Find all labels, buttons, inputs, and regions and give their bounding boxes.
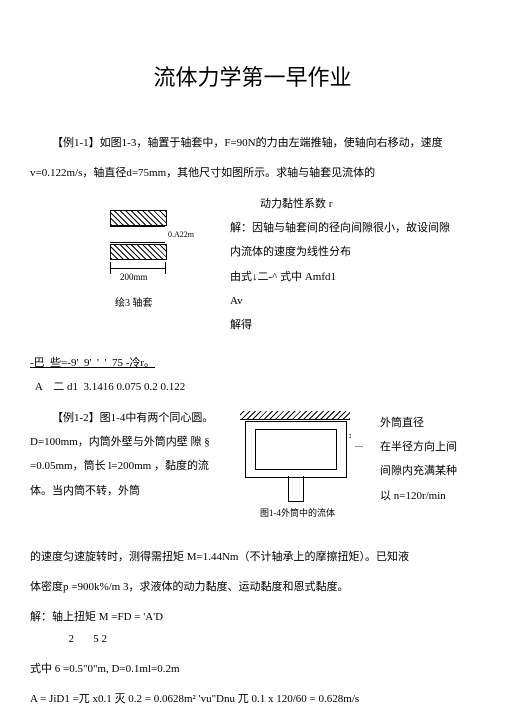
figure-block-1: 0.A22m 200mm 绘3 轴套 动力黏性系数 r 解：因轴与轴套间的径向间… bbox=[30, 192, 475, 352]
text-line: 体。当内筒不转，外筒 bbox=[30, 479, 230, 503]
text-line: 【例1-2】图1-4中有两个同心圆。 bbox=[30, 406, 230, 430]
dimension-label: 200mm bbox=[120, 272, 148, 282]
figure-caption: 图1-4外筒中的流体 bbox=[260, 506, 335, 519]
text-line: 内流体的速度为线性分布 bbox=[230, 240, 475, 264]
dimension-label: 0.A22m bbox=[168, 230, 194, 239]
text-line: 由式↓二-^ 式中 Amfd1 bbox=[230, 265, 475, 289]
formula-line: 2 5 2 bbox=[30, 628, 475, 650]
figure-1-3: 0.A22m 200mm 绘3 轴套 bbox=[90, 202, 220, 322]
formula-line: A = JiD1 =兀 x0.1 灭 0.2 = 0.0628m² 'vu"Dn… bbox=[30, 688, 475, 710]
figure-block-2: 【例1-2】图1-4中有两个同心圆。 D=100mm，内筒外壁与外筒内壁 隙 §… bbox=[30, 406, 475, 546]
text-line: 以 n=120r/min bbox=[380, 484, 475, 508]
paragraph: v=0.122m/s，轴直径d=75mm，其他尺寸如图所示。求轴与轴套见流体的 bbox=[30, 162, 475, 184]
text-line: 外筒直径 bbox=[380, 411, 475, 435]
formula-line: -巴_些=-9' 9' ' ' 75 -冷r。 bbox=[30, 352, 475, 374]
text-line: 动力黏性系数 r bbox=[230, 192, 475, 216]
text-line: Av bbox=[230, 289, 475, 313]
formula-line: A 二 d1 3.1416 0.075 0.2 0.122 bbox=[30, 376, 475, 398]
paragraph: 体密度p =900k%/m 3，求液体的动力黏度、运动黏度和恩式黏度。 bbox=[30, 576, 475, 598]
formula-line: 解：轴上扭矩 M =FD = 'A'D bbox=[30, 606, 475, 628]
text-line: 间隙内充满某种 bbox=[380, 459, 475, 483]
page-title: 流体力学第一早作业 bbox=[30, 60, 475, 92]
figure-1-4: ↕ — 图1-4外筒中的流体 bbox=[230, 411, 370, 521]
figure-label: 绘3 轴套 bbox=[115, 294, 153, 309]
text-line: =0.05mm，筒长 l=200mm ，黏度的流 bbox=[30, 454, 230, 478]
text-line: 解得 bbox=[230, 313, 475, 337]
paragraph: 的速度匀速旋转时，测得需扭矩 M=1.44Nm（不计轴承上的摩擦扭矩）。已知液 bbox=[30, 546, 475, 568]
paragraph: 【例1-1】如图1-3，轴置于轴套中，F=90N的力由左端推轴，使轴向右移动，速… bbox=[30, 132, 475, 154]
text-line: D=100mm，内筒外壁与外筒内壁 隙 § bbox=[30, 430, 230, 454]
text-line: 在半径方向上间 bbox=[380, 435, 475, 459]
formula-line: 式中 6 =0.5"0"m, D=0.1ml=0.2m bbox=[30, 658, 475, 680]
text-line: 解：因轴与轴套间的径向间隙很小，故设间隙 bbox=[230, 216, 475, 240]
